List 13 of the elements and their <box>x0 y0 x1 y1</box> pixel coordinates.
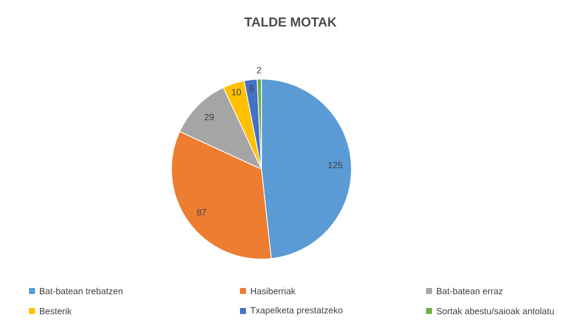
data-label: 2 <box>257 66 262 74</box>
chart-title: TALDE MOTAK <box>244 17 337 27</box>
data-label: 125 <box>328 162 342 168</box>
data-label: 87 <box>197 209 206 216</box>
data-label: 10 <box>232 88 241 96</box>
data-label: 6 <box>250 86 254 92</box>
legend-label: Txapelketa prestatzeko <box>250 306 343 316</box>
data-label: 29 <box>204 114 214 120</box>
legend-label: Hasiberriak <box>250 288 296 294</box>
legend-label: Besterik <box>40 308 72 314</box>
legend-label: Bat-batean trebatzen <box>40 288 122 294</box>
legend-label: Bat-batean erraz <box>436 288 503 294</box>
legend-label: Sortak abestu/saioak antolatu <box>436 308 554 314</box>
